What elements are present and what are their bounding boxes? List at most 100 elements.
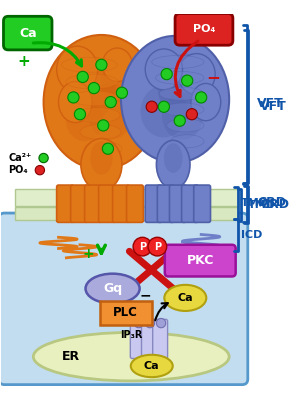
FancyBboxPatch shape	[182, 185, 198, 222]
Circle shape	[158, 101, 169, 112]
Ellipse shape	[44, 35, 159, 169]
Circle shape	[133, 237, 152, 256]
Circle shape	[148, 237, 167, 256]
FancyBboxPatch shape	[175, 14, 233, 45]
Text: CRD: CRD	[260, 198, 289, 211]
Circle shape	[98, 120, 109, 131]
Circle shape	[182, 75, 193, 86]
FancyBboxPatch shape	[99, 185, 116, 222]
Text: Ca: Ca	[178, 293, 193, 303]
Text: ICD: ICD	[241, 230, 263, 240]
Ellipse shape	[145, 49, 182, 90]
Text: +: +	[18, 54, 30, 70]
Text: −: −	[139, 288, 151, 302]
Circle shape	[39, 153, 48, 163]
FancyBboxPatch shape	[113, 185, 129, 222]
FancyBboxPatch shape	[153, 319, 168, 358]
Text: IP₃R: IP₃R	[120, 330, 142, 340]
Text: VFT: VFT	[260, 100, 287, 113]
Ellipse shape	[86, 274, 140, 304]
Ellipse shape	[157, 140, 190, 189]
Circle shape	[35, 166, 45, 175]
Ellipse shape	[167, 119, 204, 132]
Circle shape	[186, 109, 198, 120]
FancyBboxPatch shape	[3, 16, 52, 50]
Ellipse shape	[163, 103, 204, 116]
Ellipse shape	[90, 141, 113, 175]
Ellipse shape	[131, 355, 173, 377]
Circle shape	[157, 318, 166, 328]
Text: Ca: Ca	[144, 361, 159, 371]
FancyBboxPatch shape	[194, 185, 210, 222]
Ellipse shape	[121, 36, 229, 163]
Text: −: −	[206, 68, 220, 86]
Text: PO₄: PO₄	[8, 165, 28, 175]
Text: Ca: Ca	[19, 26, 37, 40]
FancyBboxPatch shape	[141, 319, 157, 358]
Ellipse shape	[102, 48, 132, 82]
Ellipse shape	[87, 84, 134, 139]
Text: TMD: TMD	[241, 198, 269, 208]
Ellipse shape	[159, 87, 204, 100]
Ellipse shape	[75, 108, 120, 123]
Circle shape	[174, 115, 185, 126]
Ellipse shape	[162, 93, 203, 139]
Text: VFT: VFT	[257, 98, 284, 110]
Text: TMD: TMD	[248, 200, 276, 210]
FancyBboxPatch shape	[15, 189, 238, 206]
Text: PKC: PKC	[187, 254, 214, 267]
Text: ER: ER	[62, 350, 80, 363]
Text: PO₄: PO₄	[193, 24, 215, 34]
FancyBboxPatch shape	[165, 245, 236, 276]
Circle shape	[105, 96, 116, 108]
FancyBboxPatch shape	[130, 319, 145, 358]
FancyBboxPatch shape	[157, 185, 174, 222]
FancyBboxPatch shape	[57, 185, 73, 222]
Circle shape	[74, 109, 86, 120]
Ellipse shape	[66, 100, 103, 141]
Ellipse shape	[58, 82, 92, 123]
Ellipse shape	[155, 71, 204, 84]
FancyBboxPatch shape	[169, 185, 186, 222]
Ellipse shape	[164, 285, 206, 311]
FancyBboxPatch shape	[0, 213, 248, 385]
Ellipse shape	[63, 56, 116, 121]
Circle shape	[68, 92, 79, 103]
Circle shape	[102, 143, 113, 154]
Ellipse shape	[80, 124, 121, 139]
Ellipse shape	[33, 332, 229, 381]
Ellipse shape	[152, 56, 204, 68]
Ellipse shape	[57, 46, 98, 93]
Ellipse shape	[157, 54, 213, 119]
FancyBboxPatch shape	[100, 301, 152, 325]
Circle shape	[77, 71, 88, 82]
Ellipse shape	[164, 143, 182, 173]
Circle shape	[96, 59, 107, 70]
FancyBboxPatch shape	[71, 185, 87, 222]
Text: CRD: CRD	[257, 196, 286, 209]
Ellipse shape	[66, 74, 118, 89]
Ellipse shape	[61, 57, 117, 72]
Circle shape	[134, 318, 143, 328]
Circle shape	[88, 82, 100, 94]
FancyBboxPatch shape	[15, 206, 238, 220]
Circle shape	[196, 92, 207, 103]
Circle shape	[161, 68, 172, 80]
Ellipse shape	[178, 54, 215, 95]
Circle shape	[116, 87, 127, 98]
Ellipse shape	[141, 85, 187, 138]
Circle shape	[146, 101, 157, 112]
Text: Ca²⁺: Ca²⁺	[8, 153, 31, 163]
Text: P: P	[154, 242, 161, 252]
Ellipse shape	[191, 84, 221, 121]
Text: PLC: PLC	[113, 306, 138, 319]
Text: P: P	[139, 242, 146, 252]
Ellipse shape	[85, 141, 122, 156]
Text: +: +	[83, 247, 94, 261]
FancyBboxPatch shape	[127, 185, 143, 222]
Circle shape	[145, 318, 155, 328]
Ellipse shape	[171, 135, 204, 148]
Text: Gq: Gq	[103, 282, 122, 295]
Ellipse shape	[100, 65, 134, 102]
FancyBboxPatch shape	[85, 185, 101, 222]
